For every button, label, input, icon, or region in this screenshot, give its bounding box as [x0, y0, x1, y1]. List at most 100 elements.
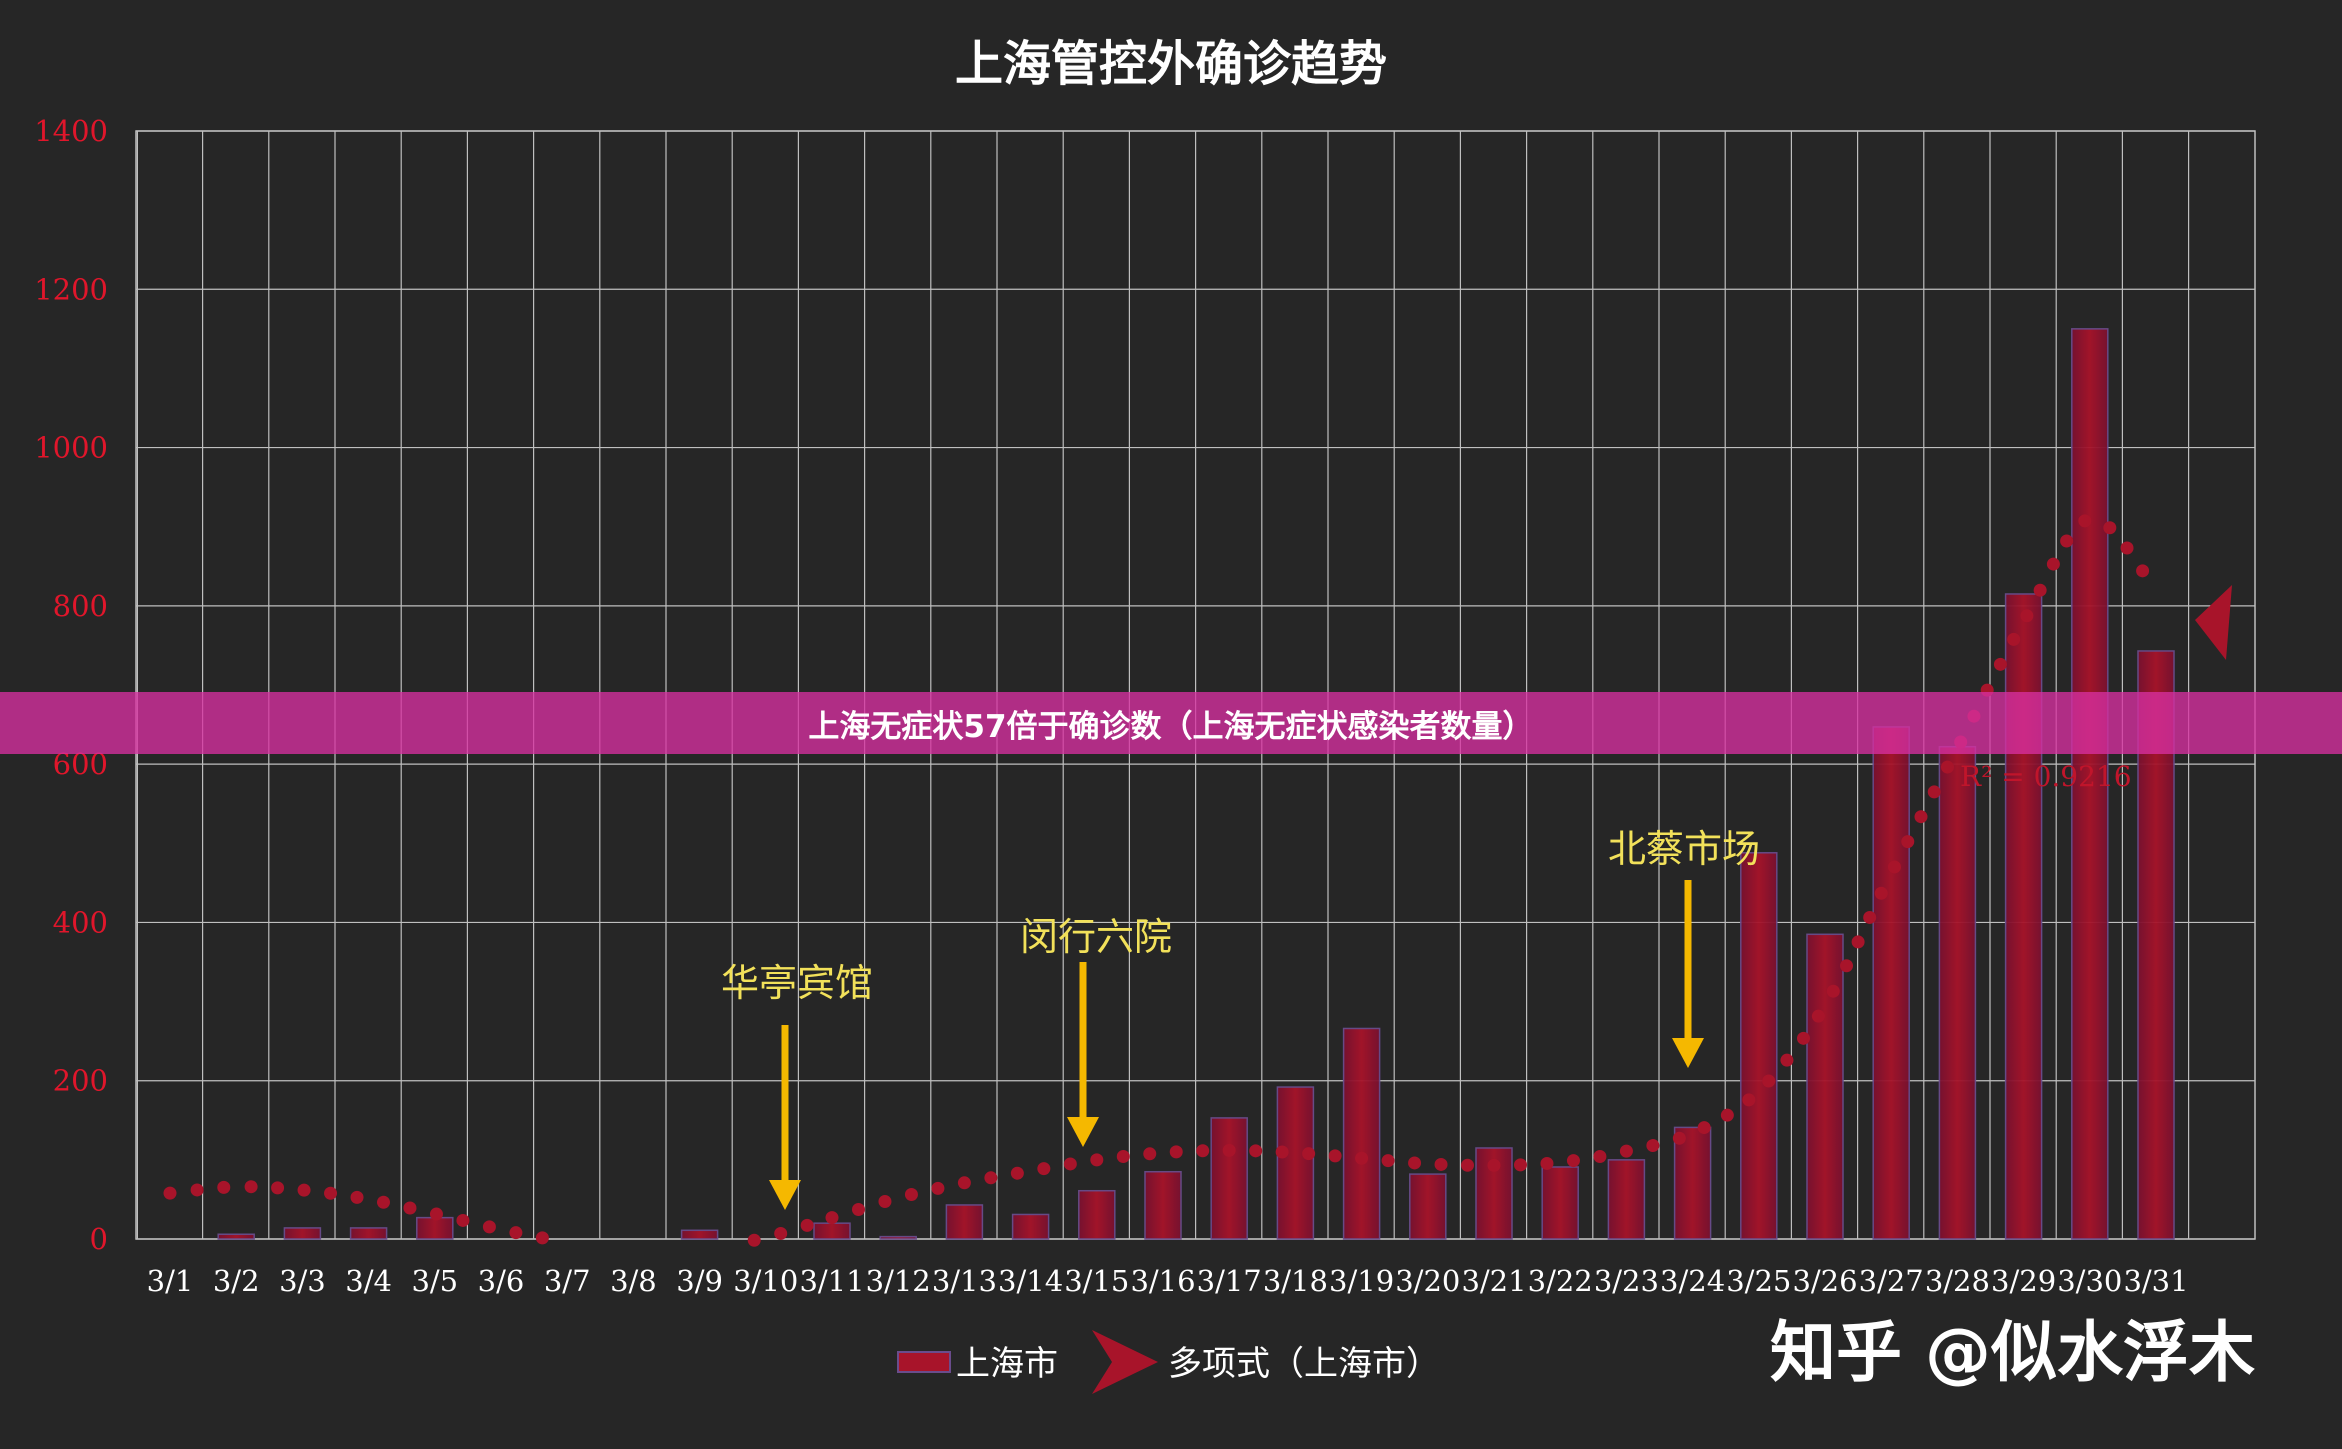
y-tick-label: 1400	[34, 114, 108, 148]
trend-dot	[1434, 1157, 1448, 1171]
trend-dot	[1540, 1156, 1554, 1170]
trend-dot	[271, 1181, 285, 1195]
bar	[680, 1229, 719, 1240]
bar	[2004, 593, 2043, 1240]
trend-dot	[1901, 835, 1915, 849]
legend-bar-swatch	[897, 1351, 951, 1373]
trend-dot	[350, 1190, 364, 1204]
bar	[945, 1204, 984, 1240]
trend-dot	[1328, 1149, 1342, 1163]
bar	[1541, 1166, 1579, 1240]
y-tick-label: 400	[53, 905, 108, 939]
x-tick-label: 3/2	[213, 1264, 260, 1298]
x-tick-label: 3/16	[1130, 1264, 1195, 1298]
x-tick-label: 3/25	[1726, 1264, 1791, 1298]
trend-dot	[482, 1220, 496, 1234]
bar	[1078, 1189, 1116, 1240]
trend-dot	[1513, 1158, 1527, 1172]
trend-dot	[1796, 1031, 1810, 1045]
trend-dot	[1742, 1093, 1756, 1107]
x-tick-label: 3/30	[2057, 1264, 2122, 1298]
trend-dot	[1851, 935, 1865, 949]
x-tick-label: 3/29	[1991, 1264, 2056, 1298]
trend-dot	[1993, 657, 2007, 671]
bar	[1409, 1173, 1447, 1240]
trend-dot	[1697, 1121, 1711, 1135]
annotation-label: 华亭宾馆	[721, 961, 873, 1005]
y-tick-label: 800	[53, 589, 108, 623]
bar	[1210, 1117, 1248, 1240]
trend-dot	[297, 1183, 311, 1197]
bar	[1740, 852, 1778, 1240]
grid-layer	[135, 130, 2256, 1240]
trend-dot	[1381, 1154, 1395, 1168]
trend-dot	[1811, 1009, 1825, 1023]
trend-dot	[2078, 514, 2092, 528]
x-tick-label: 3/13	[932, 1264, 997, 1298]
trend-dot	[774, 1226, 788, 1240]
trend-dot	[1143, 1147, 1157, 1161]
trend-dot	[825, 1211, 839, 1225]
x-tick-label: 3/20	[1395, 1264, 1460, 1298]
trend-dot	[403, 1201, 417, 1215]
bar	[1673, 1126, 1712, 1240]
trend-dot	[1940, 760, 1954, 774]
trend-dot	[984, 1171, 998, 1185]
trend-dot	[1487, 1158, 1501, 1172]
legend-bar-label: 上海市	[956, 1344, 1058, 1384]
bar	[813, 1222, 851, 1240]
trend-dot	[2136, 564, 2150, 578]
trend-dot	[878, 1194, 892, 1208]
trend-dot	[1063, 1157, 1077, 1171]
bar	[1011, 1213, 1050, 1240]
x-tick-label: 3/14	[998, 1264, 1063, 1298]
bar	[1276, 1086, 1315, 1240]
annotation-label: 闵行六院	[1020, 915, 1172, 959]
trend-dot	[1090, 1153, 1104, 1167]
bar	[416, 1216, 454, 1240]
trend-dot	[163, 1186, 177, 1200]
bar	[2071, 328, 2109, 1240]
x-tick-label: 3/9	[676, 1264, 723, 1298]
x-tick-label: 3/22	[1528, 1264, 1593, 1298]
bar	[1607, 1159, 1646, 1240]
trend-dot	[2020, 609, 2034, 623]
x-tick-label: 3/19	[1329, 1264, 1394, 1298]
trend-dot	[1646, 1139, 1660, 1153]
x-tick-label: 3/12	[866, 1264, 931, 1298]
bar	[1342, 1027, 1381, 1240]
x-tick-label: 3/11	[799, 1264, 864, 1298]
r-squared-label: R² = 0.9216	[1960, 760, 2132, 793]
bar	[349, 1227, 388, 1240]
trend-dot	[190, 1183, 204, 1197]
trend-dot	[1169, 1145, 1183, 1159]
overlay-banner: 上海无症状57倍于确诊数（上海无症状感染者数量）	[0, 692, 2342, 754]
trend-dot	[1840, 959, 1854, 973]
trend-dot	[1275, 1145, 1289, 1159]
bar	[1806, 933, 1844, 1240]
trend-dot	[1914, 810, 1928, 824]
legend: 上海市 多项式（上海市）	[897, 1330, 1440, 1394]
trend-dot	[1355, 1151, 1369, 1165]
trend-dot	[1874, 886, 1888, 900]
y-tick-label: 1000	[34, 431, 108, 465]
trend-dot	[1672, 1131, 1686, 1145]
banner-text: 上海无症状57倍于确诊数（上海无症状感染者数量）	[808, 708, 1534, 745]
trend-dot	[2120, 541, 2134, 555]
trend-dot	[1302, 1147, 1316, 1161]
trend-dot	[931, 1181, 945, 1195]
trend-dot	[2103, 521, 2117, 535]
trend-dot	[2033, 583, 2047, 597]
trend-dot	[1461, 1158, 1475, 1172]
x-tick-label: 3/23	[1594, 1264, 1659, 1298]
trend-dot	[1222, 1143, 1236, 1157]
x-axis-ticks: 3/1 3/2 3/3 3/4 3/5 3/6 3/7 3/8 3/9 3/10 3/11 3/12 3…	[147, 1264, 2189, 1298]
x-tick-label: 3/6	[478, 1264, 525, 1298]
trend-dot	[535, 1231, 549, 1245]
annotations: 华亭宾馆 闵行六院 北蔡市场	[721, 827, 1760, 1210]
trend-dot	[1566, 1154, 1580, 1168]
x-tick-label: 3/4	[345, 1264, 392, 1298]
annotation-arrowhead-icon	[1672, 1038, 1704, 1068]
